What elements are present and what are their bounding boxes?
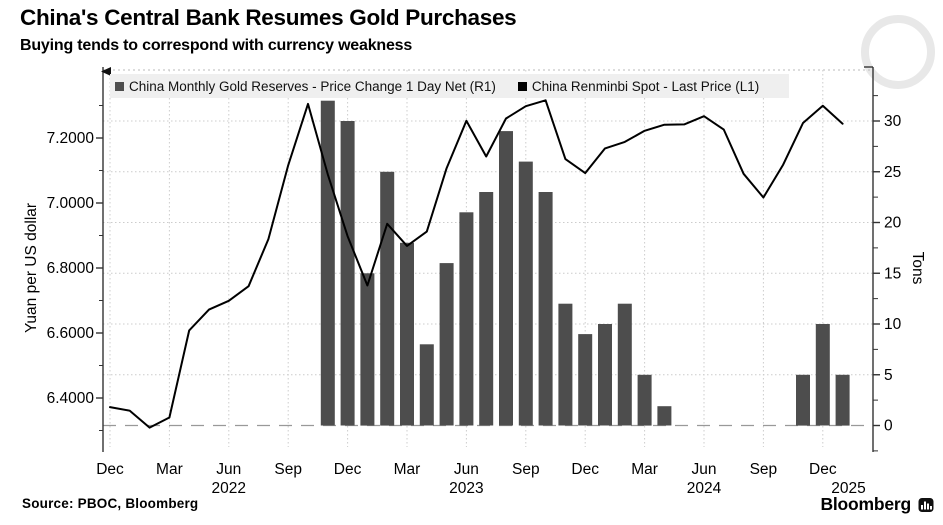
source-note: Source: PBOC, Bloomberg: [22, 496, 199, 511]
gold-reserves-bar: [439, 263, 454, 426]
x-axis-tick-label: Mar: [631, 461, 658, 478]
gold-reserves-bar: [637, 374, 652, 426]
gold-reserves-bar: [419, 344, 434, 426]
left-axis-tick-label: 7.0000: [47, 195, 95, 212]
x-axis-tick-label: Dec: [809, 461, 837, 478]
bloomberg-chart-icon: [918, 497, 934, 512]
gold-reserves-bar: [538, 192, 553, 426]
left-axis-tick-label: 6.6000: [47, 325, 95, 342]
gold-reserves-bar: [518, 161, 533, 426]
left-axis-tick-label: 6.8000: [47, 260, 95, 277]
legend-label-gold-reserves: China Monthly Gold Reserves - Price Chan…: [129, 78, 496, 94]
watermark-ring: [861, 15, 935, 89]
gold-reserves-bar: [360, 273, 375, 426]
x-axis-tick-label: Mar: [394, 461, 421, 478]
x-axis-tick-label: Sep: [512, 461, 540, 478]
gold-reserves-bar: [479, 192, 494, 426]
gold-reserves-bar: [657, 406, 672, 426]
right-axis-tick-label: 10: [884, 316, 902, 333]
right-axis-tick-label: 30: [884, 113, 902, 130]
gold-reserves-bar: [459, 212, 474, 426]
gold-reserves-bar: [340, 121, 355, 426]
bloomberg-wordmark: Bloomberg: [820, 494, 911, 514]
renminbi-spot-line: [109, 99, 844, 429]
right-axis-tick-label: 15: [884, 265, 901, 282]
x-axis-tick-label: Dec: [96, 461, 124, 478]
left-axis-tick-label: 6.4000: [47, 390, 95, 407]
chart-title: China's Central Bank Resumes Gold Purcha…: [20, 5, 517, 30]
legend-item-gold-reserves: China Monthly Gold Reserves - Price Chan…: [115, 79, 496, 94]
x-axis-tick-label: Jun: [692, 461, 717, 478]
x-axis-tick-label: Mar: [156, 461, 183, 478]
left-axis-title: Yuan per US dollar: [23, 202, 40, 334]
line-series-swatch-icon: [517, 81, 527, 91]
right-axis-tick-label: 25: [884, 164, 901, 181]
gold-reserves-bar: [578, 334, 593, 426]
right-axis-tick-label: 5: [884, 367, 893, 384]
x-axis-tick-label: Sep: [274, 461, 302, 478]
right-axis-title: Tons: [909, 251, 926, 285]
bar-series-swatch-icon: [115, 81, 124, 91]
axis-corner-marker-icon: [101, 67, 111, 76]
gold-reserves-bar: [320, 100, 335, 426]
legend-item-renminbi-spot: China Renminbi Spot - Last Price (L1): [517, 78, 760, 94]
right-axis-tick-label: 0: [884, 418, 893, 435]
x-axis-year-label: 2022: [212, 480, 246, 497]
gold-reserves-bar: [617, 303, 632, 426]
right-axis-tick-label: 20: [884, 215, 902, 232]
x-axis-tick-label: Jun: [454, 461, 479, 478]
legend: China Monthly Gold Reserves - Price Chan…: [110, 74, 789, 98]
x-axis-tick-label: Sep: [750, 461, 778, 478]
x-axis-year-label: 2023: [449, 480, 483, 497]
bloomberg-logo: Bloomberg: [820, 494, 934, 515]
gold-reserves-bar: [598, 324, 612, 426]
chart-subtitle: Buying tends to correspond with currency…: [20, 37, 413, 54]
x-axis-year-label: 2024: [687, 480, 722, 497]
x-axis-tick-label: Dec: [334, 461, 362, 478]
gold-reserves-bar: [499, 131, 513, 426]
gold-reserves-bar: [815, 324, 830, 426]
gold-reserves-bar: [380, 171, 395, 426]
legend-label-renminbi-spot: China Renminbi Spot - Last Price (L1): [531, 78, 760, 94]
x-axis-tick-label: Jun: [216, 461, 241, 478]
gold-reserves-bar: [835, 374, 850, 426]
x-axis-tick-label: Dec: [571, 461, 599, 478]
gold-reserves-bar: [400, 242, 414, 426]
gold-reserves-bar: [558, 303, 573, 426]
left-axis-tick-label: 7.2000: [47, 130, 95, 147]
gold-reserves-bar: [796, 374, 810, 426]
x-axis-year-label: 2025: [831, 480, 865, 497]
